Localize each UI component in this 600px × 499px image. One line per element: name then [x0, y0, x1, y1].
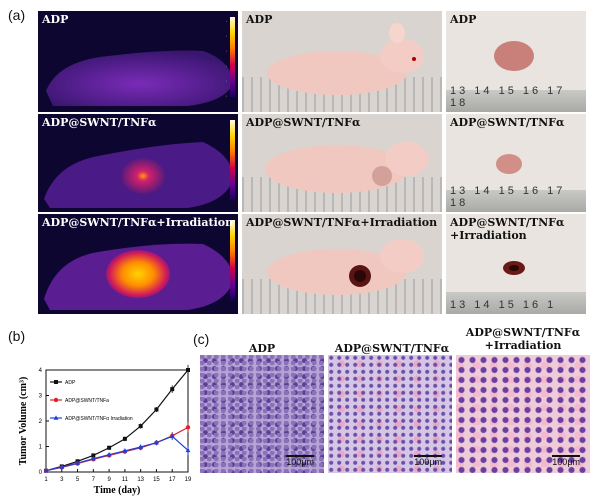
mouse-body [265, 142, 429, 193]
excised-tumor [494, 41, 534, 71]
y-tick-label: 0 [39, 470, 43, 476]
mouse-thermal-silhouette [44, 142, 234, 208]
legend-marker [53, 415, 59, 420]
scale-bar: 100μm [552, 455, 580, 467]
tumor-photo-adp: 13 14 15 16 17 18 ADP [446, 11, 586, 112]
temperature-scale [230, 120, 235, 200]
y-tick-label: 3 [39, 394, 43, 400]
x-tick-label: 19 [185, 477, 192, 483]
ruler [446, 190, 586, 212]
photo-caption: ADP@SWNT/TNFα [246, 116, 361, 129]
temperature-scale [230, 17, 235, 97]
mouse-thermal-silhouette [46, 50, 234, 106]
data-point [107, 445, 112, 450]
mouse-photo-adp-swnt: ADP@SWNT/TNFα [242, 114, 442, 212]
temperature-scale [230, 220, 235, 300]
histology-image-adp: 100μm [200, 355, 324, 473]
x-tick-label: 13 [137, 477, 144, 483]
mouse-photo-adp-swnt-irradiation: ADP@SWNT/TNFα+Irradiation [242, 214, 442, 314]
mouse-thermal-silhouette [44, 243, 234, 310]
data-point [185, 425, 191, 430]
legend-label: ADP [65, 380, 76, 386]
thermal-caption: ADP@SWNT/TNFα [42, 116, 157, 129]
data-point [91, 453, 96, 458]
ruler-numbers: 13 14 15 16 17 18 [450, 85, 566, 109]
tumor-photo-adp-swnt-irradiation: 13 14 15 16 1 ADP@SWNT/TNFα +Irradiation [446, 214, 586, 314]
histology-image-adp-swnt: 100μm [328, 355, 452, 473]
thermal-caption: ADP [42, 13, 69, 26]
scale-ticks: · · · · · · [224, 19, 228, 100]
x-tick-label: 17 [169, 477, 176, 483]
y-tick-label: 2 [39, 419, 43, 425]
data-point [154, 407, 159, 412]
thermal-caption: ADP@SWNT/TNFα+Irradiation [42, 216, 234, 229]
ruler-numbers: 13 14 15 16 17 18 [450, 185, 566, 209]
photo-caption: ADP [246, 13, 273, 26]
thermal-image-adp: · · · · · · ADP [38, 11, 238, 112]
histology-title-adp: ADP [248, 342, 276, 355]
panel-b-label: (b) [8, 328, 26, 344]
mouse-body [267, 239, 424, 295]
ruler-numbers: 13 14 15 16 1 [450, 299, 557, 311]
series-line-0 [45, 369, 189, 472]
y-tick-label: 1 [39, 445, 43, 451]
legend-label: ADP@SWNT/TNFa [65, 398, 109, 404]
data-point [59, 464, 65, 469]
tumor-caption: ADP@SWNT/TNFα [450, 116, 565, 129]
x-tick-label: 3 [60, 477, 64, 483]
y-tick-label: 4 [39, 368, 43, 374]
x-tick-label: 1 [44, 477, 48, 483]
legend-marker [53, 397, 59, 403]
data-point [75, 460, 80, 465]
data-point [185, 447, 191, 453]
tumor-caption: ADP [450, 13, 477, 26]
data-point [122, 436, 127, 441]
histology-title-adp-swnt: ADP@SWNT/TNFα [334, 342, 450, 355]
excised-tumor [503, 261, 525, 275]
mouse-photo-adp: ADP [242, 11, 442, 112]
panel-c-label: (c) [193, 331, 210, 347]
photo-caption: ADP@SWNT/TNFα+Irradiation [246, 216, 438, 229]
data-point [122, 448, 128, 453]
y-axis-label: Tumor Volume (cm³) [18, 377, 29, 466]
x-tick-label: 9 [107, 477, 111, 483]
data-point [138, 424, 143, 429]
data-point [43, 468, 49, 473]
data-point [154, 440, 159, 445]
tumor-caption: ADP@SWNT/TNFα +Irradiation [450, 216, 565, 242]
data-point [186, 368, 190, 372]
x-tick-label: 15 [153, 477, 160, 483]
ruler [446, 292, 586, 314]
series-line-2 [45, 435, 189, 472]
scale-bar: 100μm [286, 455, 314, 467]
data-point [90, 456, 96, 461]
legend-label: ADP@SWNT/TNFα Irradiation [65, 416, 133, 422]
x-tick-label: 11 [122, 477, 129, 483]
histology-image-adp-swnt-irradiation: 100μm [456, 355, 590, 473]
excised-tumor [496, 154, 522, 174]
mouse-body [267, 23, 424, 95]
x-axis-label: Time (day) [94, 485, 141, 496]
thermal-image-adp-swnt-irradiation: ADP@SWNT/TNFα+Irradiation [38, 214, 238, 314]
ruler [446, 90, 586, 112]
x-tick-label: 7 [92, 477, 96, 483]
histology-title-adp-swnt-irradiation: ADP@SWNT/TNFα +Irradiation [465, 326, 581, 352]
tumor-photo-adp-swnt: 13 14 15 16 17 18 ADP@SWNT/TNFα [446, 114, 586, 212]
data-point [170, 387, 175, 392]
legend-marker [54, 380, 58, 384]
thermal-image-adp-swnt: ADP@SWNT/TNFα [38, 114, 238, 212]
x-tick-label: 5 [76, 477, 80, 483]
data-point [138, 444, 144, 449]
data-point [169, 433, 175, 439]
data-point [106, 452, 112, 457]
panel-a-label: (a) [8, 7, 26, 23]
scale-bar: 100μm [414, 455, 442, 467]
